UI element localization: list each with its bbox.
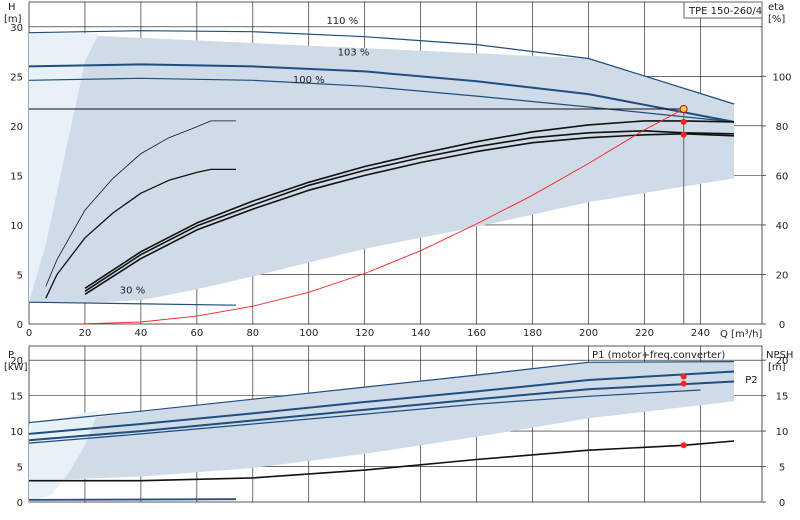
top-x-tick-0: 0: [26, 328, 32, 339]
bottom-curve-label-p2: P2: [745, 375, 757, 386]
bottom-right-tick-10: 10: [776, 427, 789, 438]
bottom-series-npsh: [29, 440, 735, 482]
bottom-duty-point-3: [680, 442, 687, 449]
eta-axis-bracket: [%]: [768, 14, 785, 25]
bottom-duty-point-2: [680, 380, 687, 387]
bottom-right-tick-15: 15: [776, 392, 789, 403]
npsh-axis-bracket: [m]: [768, 362, 786, 373]
top-left-tick-10: 10: [10, 221, 23, 232]
top-curve-label-110: 110 %: [326, 16, 358, 27]
top-left-tick-30: 30: [10, 23, 23, 34]
top-curve-label-30: 30 %: [120, 285, 145, 296]
npsh-axis-unit: NPSH: [766, 350, 793, 361]
top-left-tick-5: 5: [17, 270, 23, 281]
bottom-left-tick-5: 5: [17, 463, 23, 474]
top-x-tick-60: 60: [190, 328, 203, 339]
top-series-eta-2: [84, 130, 735, 292]
bottom-series-p1-110: [28, 361, 735, 424]
bottom-series-p1: [28, 370, 735, 435]
bottom-curve-label-p1-motor-freq-converter: P1 (motor+freq.converter): [592, 350, 725, 361]
bottom-left-tick-20: 20: [10, 356, 23, 367]
head-efficiency-chart: 110 % 103 % 100 % 30 % 0 5 10 15 20 25 30 0 20 40 60 80…: [10, 1, 792, 339]
bottom-left-tick-15: 15: [10, 392, 23, 403]
top-series-h-103: [28, 63, 735, 123]
head-axis-unit: H: [8, 2, 16, 13]
top-curve-label-103: 103 %: [338, 48, 370, 59]
top-x-tick-180: 180: [523, 328, 542, 339]
model-label-box: TPE 150-260/4: [683, 1, 763, 19]
top-x-tick-80: 80: [246, 328, 259, 339]
top-x-tick-100: 100: [299, 328, 318, 339]
power-axis-unit: P: [8, 350, 14, 361]
top-series-eta-3: [84, 133, 735, 295]
top-duty-point-2: [680, 118, 687, 125]
chart-title: TPE 150-260/4: [688, 6, 762, 17]
top-x-tick-40: 40: [135, 328, 148, 339]
top-right-tick-60: 60: [776, 171, 789, 182]
top-left-tick-20: 20: [10, 122, 23, 133]
bottom-series-p2: [28, 380, 735, 442]
bottom-series-npsh-min: [28, 498, 237, 501]
top-x-tick-160: 160: [467, 328, 486, 339]
bottom-series-p-thin: [28, 389, 701, 444]
top-right-tick-20: 20: [776, 270, 789, 281]
top-right-tick-0: 0: [779, 320, 785, 331]
bottom-left-tick-0: 0: [17, 498, 23, 509]
bottom-duty-point-1: [680, 373, 687, 380]
top-x-tick-200: 200: [579, 328, 598, 339]
head-axis-bracket: [m]: [4, 14, 22, 25]
top-left-tick-25: 25: [10, 72, 23, 83]
bottom-right-tick-0: 0: [779, 498, 785, 509]
eta-axis-unit: eta: [768, 2, 784, 13]
top-light-region: [29, 32, 99, 303]
top-duty-point-3: [680, 131, 687, 138]
top-series-h-110: [28, 30, 735, 105]
flow-axis-label: Q [m³/h]: [720, 329, 762, 340]
bottom-right-tick-5: 5: [779, 463, 785, 474]
top-left-tick-0: 0: [17, 320, 23, 331]
top-series-h-100: [28, 77, 735, 123]
top-duty-point-1: [679, 105, 688, 114]
top-series-eta-1: [84, 120, 735, 289]
power-axis-bracket: [kW]: [4, 362, 28, 373]
top-x-tick-220: 220: [635, 328, 654, 339]
bottom-left-tick-10: 10: [10, 427, 23, 438]
top-x-tick-20: 20: [79, 328, 92, 339]
top-x-tick-240: 240: [691, 328, 710, 339]
top-curve-label-100: 100 %: [293, 75, 325, 86]
top-right-tick-100: 100: [772, 72, 791, 83]
top-x-tick-120: 120: [355, 328, 374, 339]
top-series-h-30: [28, 301, 237, 306]
top-operating-envelope: [29, 32, 734, 303]
power-npsh-chart: P1 (motor+freq.converter)P20510152005101…: [10, 345, 789, 509]
top-series-system-curve: [79, 108, 684, 325]
top-series-h-min1: [45, 120, 236, 287]
top-right-tick-80: 80: [776, 122, 789, 133]
bottom-right-tick-20: 20: [776, 356, 789, 367]
top-x-tick-140: 140: [411, 328, 430, 339]
top-left-tick-15: 15: [10, 171, 23, 182]
top-right-tick-40: 40: [776, 221, 789, 232]
top-series-h-min2: [45, 168, 236, 299]
